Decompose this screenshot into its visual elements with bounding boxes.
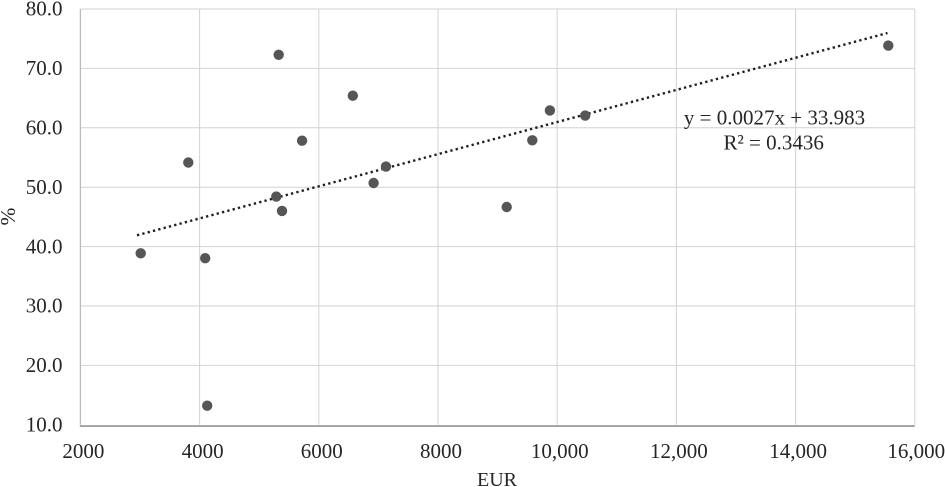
svg-text:10.0: 10.0 [26, 413, 63, 437]
svg-text:4000: 4000 [182, 439, 224, 463]
svg-text:16,000: 16,000 [887, 439, 945, 463]
svg-text:80.0: 80.0 [26, 0, 63, 21]
svg-text:60.0: 60.0 [26, 116, 63, 140]
svg-text:50.0: 50.0 [26, 175, 63, 199]
svg-text:2000: 2000 [62, 439, 104, 463]
svg-text:30.0: 30.0 [26, 294, 63, 318]
svg-text:14,000: 14,000 [769, 439, 827, 463]
svg-text:70.0: 70.0 [26, 56, 63, 80]
svg-text:12,000: 12,000 [650, 439, 708, 463]
svg-text:40.0: 40.0 [26, 234, 63, 258]
svg-text:10,000: 10,000 [531, 439, 589, 463]
svg-text:%: % [0, 207, 20, 225]
svg-text:20.0: 20.0 [26, 353, 63, 377]
svg-text:8000: 8000 [420, 439, 462, 463]
svg-text:R² = 0.3436: R² = 0.3436 [723, 131, 823, 155]
svg-text:y = 0.0027x + 33.983: y = 0.0027x + 33.983 [684, 106, 865, 130]
svg-text:EUR: EUR [477, 469, 518, 487]
svg-text:6000: 6000 [301, 439, 343, 463]
